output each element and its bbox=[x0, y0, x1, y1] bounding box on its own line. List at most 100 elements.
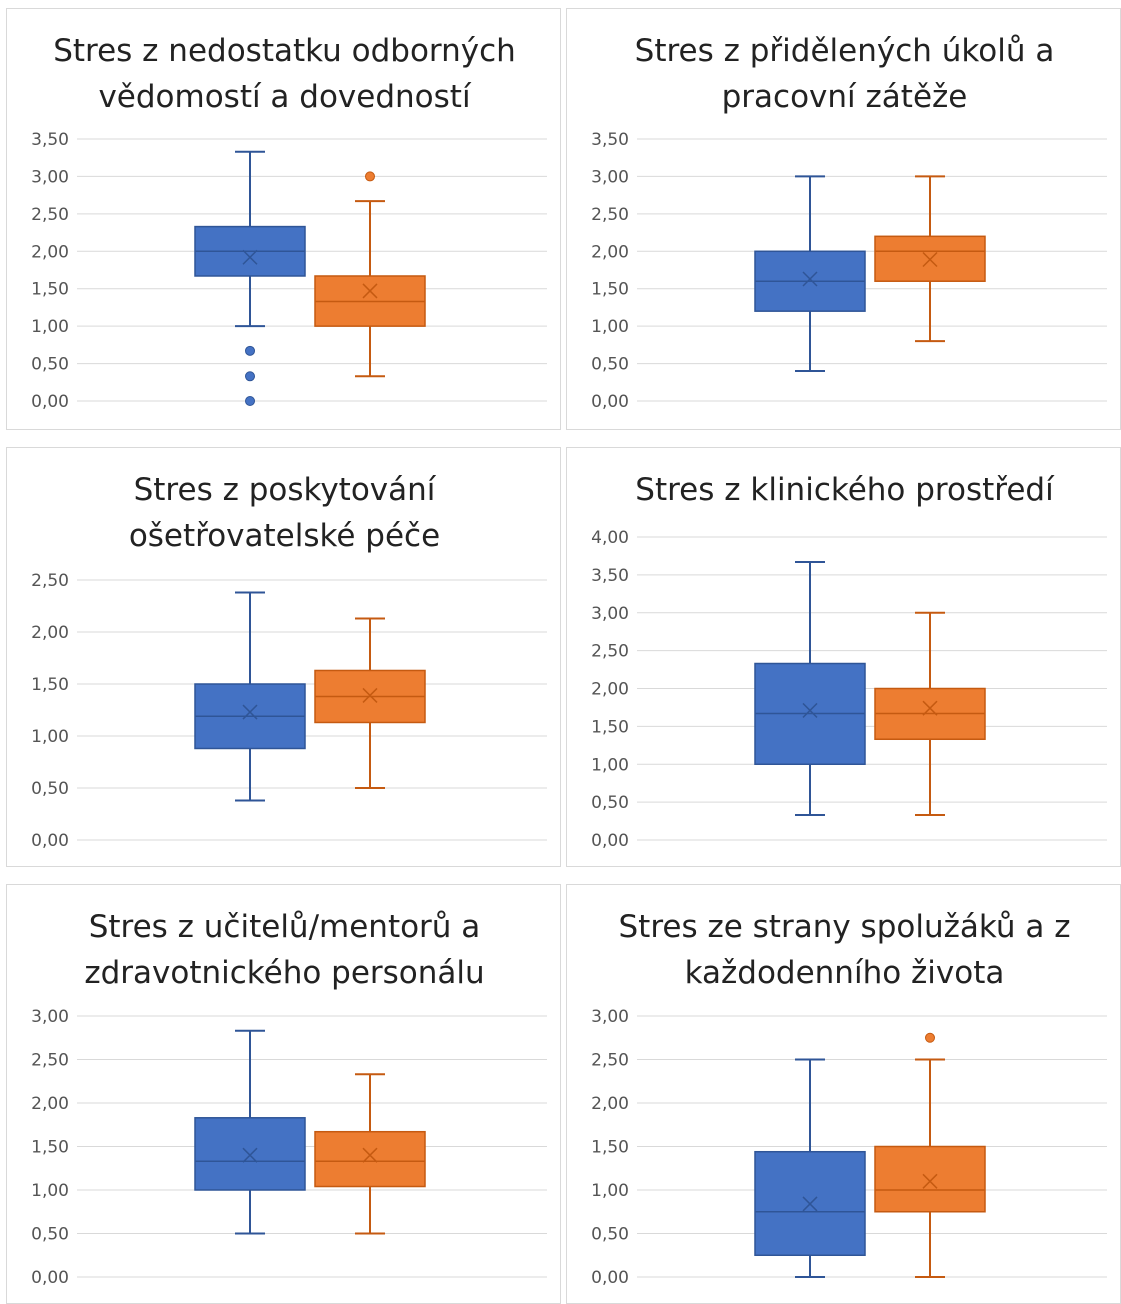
boxplot-series-blue bbox=[194, 150, 306, 406]
y-tick-label: 0,00 bbox=[591, 831, 629, 851]
chart-title-line: ošetřovatelské péče bbox=[129, 518, 440, 554]
y-tick-label: 0,50 bbox=[591, 1225, 629, 1245]
boxplot-svg: Stres ze strany spolužáků a z každodenníh… bbox=[591, 909, 1107, 1288]
y-tick-label: 2,50 bbox=[591, 1051, 629, 1071]
boxplot-svg: Stres z poskytování ošetřovatelské péče 0,… bbox=[31, 472, 547, 851]
chart-panel-care-stress: Stres z poskytování ošetřovatelské péče 0,… bbox=[6, 447, 561, 867]
y-tick-label: 2,50 bbox=[591, 642, 629, 662]
chart-title-line: vědomostí a dovedností bbox=[98, 79, 472, 115]
y-tick-label: 1,50 bbox=[591, 717, 629, 737]
y-tick-label: 4,00 bbox=[591, 528, 629, 548]
outlier-point bbox=[925, 1032, 935, 1043]
y-tick-label: 3,50 bbox=[591, 130, 629, 150]
y-tick-label: 2,50 bbox=[31, 1051, 69, 1071]
y-tick-label: 1,00 bbox=[31, 317, 69, 337]
outlier-point bbox=[245, 345, 255, 356]
y-tick-label: 1,00 bbox=[591, 755, 629, 775]
chart-title-line: Stres z nedostatku odborných bbox=[53, 33, 516, 69]
chart-panel-mentors-stress: Stres z učitelů/mentorů a zdravotnického … bbox=[6, 884, 561, 1304]
mean-marker bbox=[362, 1147, 378, 1163]
mean-marker bbox=[802, 702, 818, 718]
y-tick-label: 1,50 bbox=[591, 280, 629, 300]
y-tick-label: 0,50 bbox=[31, 1225, 69, 1245]
y-tick-label: 0,00 bbox=[591, 1268, 629, 1288]
chart-panel-classmates-stress: Stres ze strany spolužáků a z každodenníh… bbox=[566, 884, 1121, 1304]
boxplot-series-orange bbox=[874, 175, 986, 343]
boxplot-series-blue bbox=[754, 560, 866, 817]
outlier-point bbox=[365, 171, 375, 182]
chart-title-line: zdravotnického personálu bbox=[84, 955, 484, 991]
y-tick-label: 2,50 bbox=[31, 205, 69, 225]
chart-panel-workload-stress: Stres z přidělených úkolů a pracovní zátě… bbox=[566, 8, 1121, 430]
mean-marker bbox=[242, 249, 258, 265]
boxplot-svg: Stres z přidělených úkolů a pracovní zátě… bbox=[591, 33, 1107, 412]
y-tick-label: 2,50 bbox=[31, 571, 69, 591]
boxplot-series-orange bbox=[314, 171, 426, 378]
boxplot-series-blue bbox=[754, 1058, 866, 1278]
chart-title-line: Stres z učitelů/mentorů a bbox=[89, 909, 481, 945]
y-tick-label: 1,00 bbox=[31, 727, 69, 747]
mean-marker bbox=[362, 687, 378, 703]
y-tick-label: 0,50 bbox=[591, 793, 629, 813]
boxplot-series-blue bbox=[754, 175, 866, 373]
y-tick-label: 3,00 bbox=[31, 167, 69, 187]
mean-marker bbox=[922, 1173, 938, 1189]
y-tick-label: 2,50 bbox=[591, 205, 629, 225]
boxplot-series-orange bbox=[874, 611, 986, 817]
y-tick-label: 0,00 bbox=[31, 392, 69, 412]
y-tick-label: 3,50 bbox=[31, 130, 69, 150]
y-tick-label: 1,50 bbox=[31, 280, 69, 300]
boxplot-svg: Stres z klinického prostředí 0,00 0,50 1,00… bbox=[591, 472, 1107, 851]
boxplot-svg: Stres z nedostatku odborných vědomostí a … bbox=[31, 33, 547, 412]
iqr-box bbox=[314, 1130, 426, 1188]
boxplot-series-blue bbox=[194, 591, 306, 802]
y-tick-label: 3,00 bbox=[591, 1007, 629, 1027]
outlier-point bbox=[245, 396, 255, 406]
y-tick-label: 1,00 bbox=[31, 1181, 69, 1201]
y-tick-label: 3,00 bbox=[591, 604, 629, 624]
y-tick-label: 2,00 bbox=[591, 680, 629, 700]
y-tick-label: 0,50 bbox=[591, 355, 629, 375]
y-tick-label: 2,00 bbox=[31, 1094, 69, 1114]
chart-title-line: Stres z klinického prostředí bbox=[635, 472, 1055, 508]
y-tick-label: 2,00 bbox=[591, 242, 629, 262]
mean-marker bbox=[242, 704, 258, 720]
y-tick-label: 3,00 bbox=[591, 167, 629, 187]
mean-marker bbox=[802, 1196, 818, 1212]
y-tick-label: 2,00 bbox=[31, 623, 69, 643]
iqr-box bbox=[874, 1145, 986, 1213]
boxplot-series-orange bbox=[314, 1073, 426, 1235]
mean-marker bbox=[922, 251, 938, 268]
mean-marker bbox=[802, 271, 818, 287]
mean-marker bbox=[362, 283, 378, 299]
y-tick-label: 0,50 bbox=[31, 355, 69, 375]
outlier-point bbox=[245, 371, 255, 382]
boxplot-svg: Stres z učitelů/mentorů a zdravotnického … bbox=[31, 909, 547, 1288]
y-tick-label: 1,50 bbox=[591, 1138, 629, 1158]
y-tick-label: 0,00 bbox=[31, 1268, 69, 1288]
boxplot-series-blue bbox=[194, 1029, 306, 1235]
y-tick-label: 1,50 bbox=[31, 675, 69, 695]
y-tick-label: 1,00 bbox=[591, 1181, 629, 1201]
chart-title-line: Stres z přidělených úkolů a bbox=[635, 33, 1055, 69]
y-tick-label: 0,00 bbox=[591, 392, 629, 412]
mean-marker bbox=[242, 1147, 258, 1163]
y-tick-label: 2,00 bbox=[31, 242, 69, 262]
y-tick-label: 0,00 bbox=[31, 831, 69, 851]
chart-title-line: Stres z poskytování bbox=[134, 472, 437, 508]
chart-title-line: Stres ze strany spolužáků a z bbox=[618, 909, 1070, 945]
y-tick-label: 0,50 bbox=[31, 779, 69, 799]
y-tick-label: 3,50 bbox=[591, 566, 629, 586]
y-tick-label: 1,00 bbox=[591, 317, 629, 337]
chart-title-line: pracovní zátěže bbox=[722, 79, 968, 115]
chart-panel-knowledge-stress: Stres z nedostatku odborných vědomostí a … bbox=[6, 8, 561, 430]
mean-marker bbox=[922, 700, 938, 716]
chart-title-line: každodenního života bbox=[685, 955, 1005, 991]
y-tick-label: 3,00 bbox=[31, 1007, 69, 1027]
y-tick-label: 1,50 bbox=[31, 1138, 69, 1158]
y-tick-label: 2,00 bbox=[591, 1094, 629, 1114]
iqr-box bbox=[194, 1117, 306, 1191]
boxplot-series-orange bbox=[314, 617, 426, 789]
boxplot-series-orange bbox=[874, 1032, 986, 1278]
chart-panel-clinical-environment-stress: Stres z klinického prostředí 0,00 0,50 1,00… bbox=[566, 447, 1121, 867]
